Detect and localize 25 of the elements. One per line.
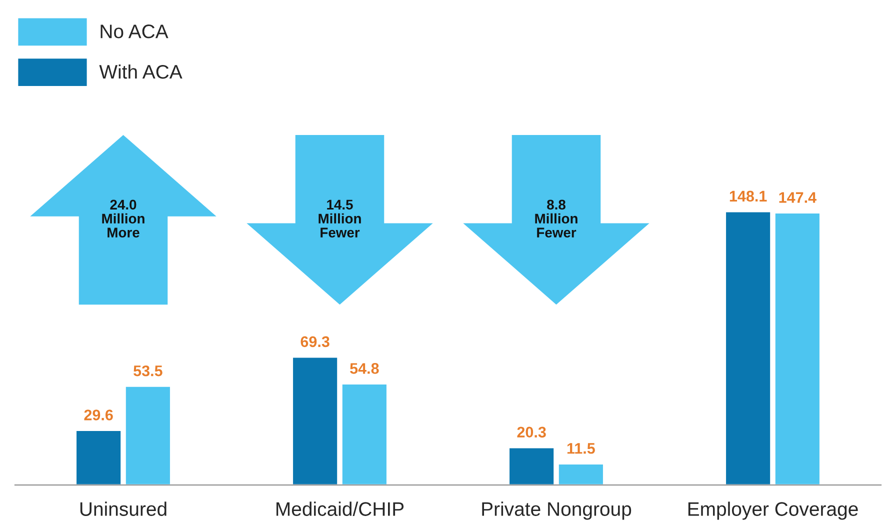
bar	[774, 212, 821, 485]
annotation: 14.5 Million Fewer	[318, 200, 361, 238]
data-label: 69.3	[300, 336, 330, 348]
x-tick-label: Medicaid/CHIP	[276, 502, 404, 516]
data-label: 147.4	[779, 192, 816, 203]
bar	[341, 383, 388, 485]
bar	[75, 430, 122, 485]
data-label: 54.8	[350, 363, 379, 374]
bar	[124, 386, 172, 485]
x-tick-label: Employer Coverage	[688, 502, 858, 520]
annotation: 8.8 Million Fewer	[535, 200, 578, 238]
legend-label: With ACA	[99, 64, 182, 79]
bar	[292, 356, 338, 485]
legend-label: No ACA	[100, 24, 168, 38]
data-label: 29.6	[84, 410, 113, 420]
x-tick-label: Private Nongroup	[482, 502, 632, 520]
data-label: 11.5	[567, 443, 595, 454]
annotation: 24.0 Million More	[102, 200, 144, 238]
x-tick-label: Uninsured	[80, 502, 166, 516]
data-label: 20.3	[517, 426, 546, 438]
data-label: 148.1	[730, 190, 767, 202]
data-label: 53.5	[134, 365, 162, 376]
bar	[558, 463, 604, 485]
bar	[724, 210, 772, 485]
bar	[508, 446, 555, 485]
